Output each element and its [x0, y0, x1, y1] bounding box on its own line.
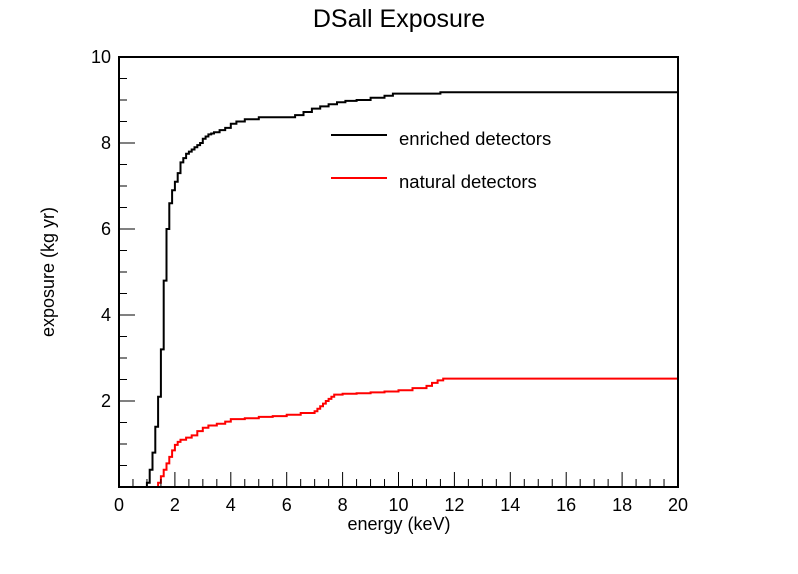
- x-tick-label: 6: [282, 495, 292, 515]
- series-line-enriched: [119, 91, 678, 488]
- tick-labels-layer: 0 2 4 6 8 10 12 14 16 18 20 2 4 6 8 10: [91, 47, 688, 515]
- y-tick-label: 8: [101, 133, 111, 153]
- chart-title: DSall Exposure: [313, 5, 485, 33]
- x-tick-label: 0: [114, 495, 124, 515]
- series-layer: [119, 91, 678, 488]
- x-tick-label: 2: [170, 495, 180, 515]
- x-axis-label: energy (keV): [347, 514, 450, 534]
- y-axis-label: exposure (kg yr): [38, 207, 58, 337]
- x-tick-label: 10: [388, 495, 408, 515]
- legend: enriched detectors natural detectors: [331, 128, 551, 192]
- legend-label-natural: natural detectors: [399, 171, 537, 192]
- series-line-natural: [119, 377, 678, 488]
- ticks-layer: [118, 56, 679, 488]
- legend-label-enriched: enriched detectors: [399, 128, 551, 149]
- x-tick-label: 4: [226, 495, 236, 515]
- x-tick-label: 12: [444, 495, 464, 515]
- x-tick-label: 16: [556, 495, 576, 515]
- x-tick-label: 8: [338, 495, 348, 515]
- x-tick-label: 14: [500, 495, 520, 515]
- y-tick-label: 6: [101, 219, 111, 239]
- x-tick-label: 18: [612, 495, 632, 515]
- y-tick-label: 4: [101, 305, 111, 325]
- x-tick-label: 20: [668, 495, 688, 515]
- y-tick-label: 10: [91, 47, 111, 67]
- y-tick-label: 2: [101, 391, 111, 411]
